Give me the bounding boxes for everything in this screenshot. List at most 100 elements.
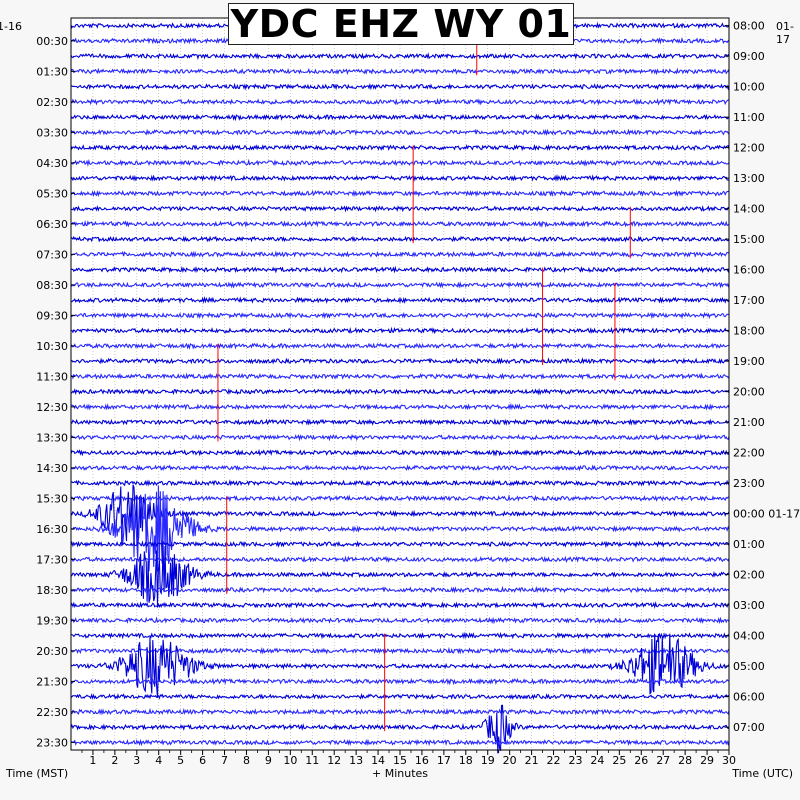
right-time-label: 05:00	[733, 660, 765, 673]
right-time-label: 09:00	[733, 50, 765, 63]
trace-row-28	[70, 448, 730, 457]
trace-row-10	[70, 173, 730, 183]
x-tick-label: 14	[371, 754, 385, 767]
left-time-label: 08:30	[36, 279, 68, 292]
x-tick-label: 23	[568, 754, 582, 767]
x-tick-label: 21	[525, 754, 539, 767]
left-time-label: 18:30	[36, 584, 68, 597]
trace-row-21	[70, 342, 730, 350]
left-time-label: 20:30	[36, 645, 68, 658]
trace-row-38	[70, 601, 730, 610]
right-time-label: 07:00	[733, 721, 765, 734]
left-time-label: 21:30	[36, 675, 68, 688]
right-time-label: 13:00	[733, 172, 765, 185]
left-time-label: 11:30	[36, 370, 68, 383]
trace-row-33	[70, 485, 730, 572]
trace-row-12	[70, 204, 730, 213]
right-axis-label: Time (UTC)	[731, 767, 793, 780]
trace-row-36	[70, 544, 729, 606]
x-tick-label: 5	[177, 754, 184, 767]
trace-row-39	[70, 616, 730, 625]
left-time-label: 10:30	[36, 340, 68, 353]
left-time-label: 15:30	[36, 492, 68, 505]
right-time-label: 19:00	[733, 355, 765, 368]
station-title: YDC EHZ WY 01	[228, 3, 574, 45]
right-time-label: 16:00	[733, 264, 765, 277]
right-time-label: 12:00	[733, 142, 765, 155]
trace-row-40	[70, 631, 730, 640]
x-tick-label: 15	[393, 754, 407, 767]
trace-row-32	[70, 484, 730, 547]
x-tick-label: 30	[722, 754, 736, 767]
right-time-label: 04:00	[733, 630, 765, 643]
right-time-label: 17:00	[733, 294, 765, 307]
left-time-label: 09:30	[36, 309, 68, 322]
trace-row-8	[70, 143, 730, 152]
trace-row-15	[70, 250, 730, 258]
trace-row-4	[70, 82, 730, 91]
trace-row-3	[70, 67, 730, 76]
trace-row-2	[70, 52, 730, 61]
right-time-label: 20:00	[733, 386, 765, 399]
trace-row-25	[70, 402, 730, 411]
left-time-label: 03:30	[36, 126, 68, 139]
left-date-label: 01-16	[0, 20, 22, 33]
right-time-label: 02:00	[733, 569, 765, 582]
x-tick-label: 29	[700, 754, 714, 767]
x-tick-label: 9	[265, 754, 272, 767]
trace-row-19	[70, 311, 730, 320]
right-time-label: 22:00	[733, 447, 765, 460]
left-time-label: 23:30	[36, 736, 68, 749]
right-time-label: 11:00	[733, 111, 765, 124]
left-axis-label: Time (MST)	[5, 767, 68, 780]
trace-row-31	[70, 494, 730, 503]
trace-row-6	[70, 113, 730, 122]
left-time-label: 12:30	[36, 401, 68, 414]
trace-row-42	[70, 633, 730, 698]
right-time-label: 00:00 01-17	[733, 508, 800, 521]
left-time-label: 13:30	[36, 431, 68, 444]
left-time-label: 19:30	[36, 614, 68, 627]
trace-row-34	[70, 540, 730, 549]
right-time-label: 10:00	[733, 81, 765, 94]
trace-row-7	[70, 128, 730, 136]
x-tick-label: 12	[327, 754, 341, 767]
right-time-label: 08:00	[733, 20, 765, 33]
trace-row-17	[70, 281, 730, 289]
x-tick-label: 19	[481, 754, 495, 767]
x-tick-label: 18	[459, 754, 473, 767]
x-tick-label: 13	[349, 754, 363, 767]
trace-row-13	[70, 219, 729, 228]
x-tick-label: 28	[678, 754, 692, 767]
trace-row-16	[70, 265, 730, 274]
trace-row-14	[70, 235, 730, 243]
x-tick-label: 7	[221, 754, 228, 767]
right-time-label: 01:00	[733, 538, 765, 551]
x-tick-label: 8	[243, 754, 250, 767]
left-time-label: 02:30	[36, 96, 68, 109]
left-time-label: 07:30	[36, 248, 68, 261]
right-time-label: 21:00	[733, 416, 765, 429]
x-tick-label: 24	[590, 754, 604, 767]
left-time-label: 01:30	[36, 65, 68, 78]
trace-row-26	[70, 418, 730, 426]
right-date-label: 01-17	[776, 20, 794, 46]
x-tick-label: 27	[656, 754, 670, 767]
right-time-label: 06:00	[733, 691, 765, 704]
trace-row-23	[70, 372, 730, 381]
x-tick-label: 4	[155, 754, 162, 767]
x-tick-label: 2	[111, 754, 118, 767]
x-tick-label: 10	[283, 754, 297, 767]
x-tick-label: 6	[199, 754, 206, 767]
right-time-label: 03:00	[733, 599, 765, 612]
right-time-label: 14:00	[733, 203, 765, 216]
trace-row-30	[70, 479, 730, 487]
trace-row-41	[70, 646, 730, 655]
left-time-label: 14:30	[36, 462, 68, 475]
left-time-label: 00:30	[36, 35, 68, 48]
trace-row-5	[70, 97, 730, 106]
trace-row-27	[70, 433, 730, 442]
x-tick-label: 16	[415, 754, 429, 767]
trace-row-11	[70, 189, 730, 198]
